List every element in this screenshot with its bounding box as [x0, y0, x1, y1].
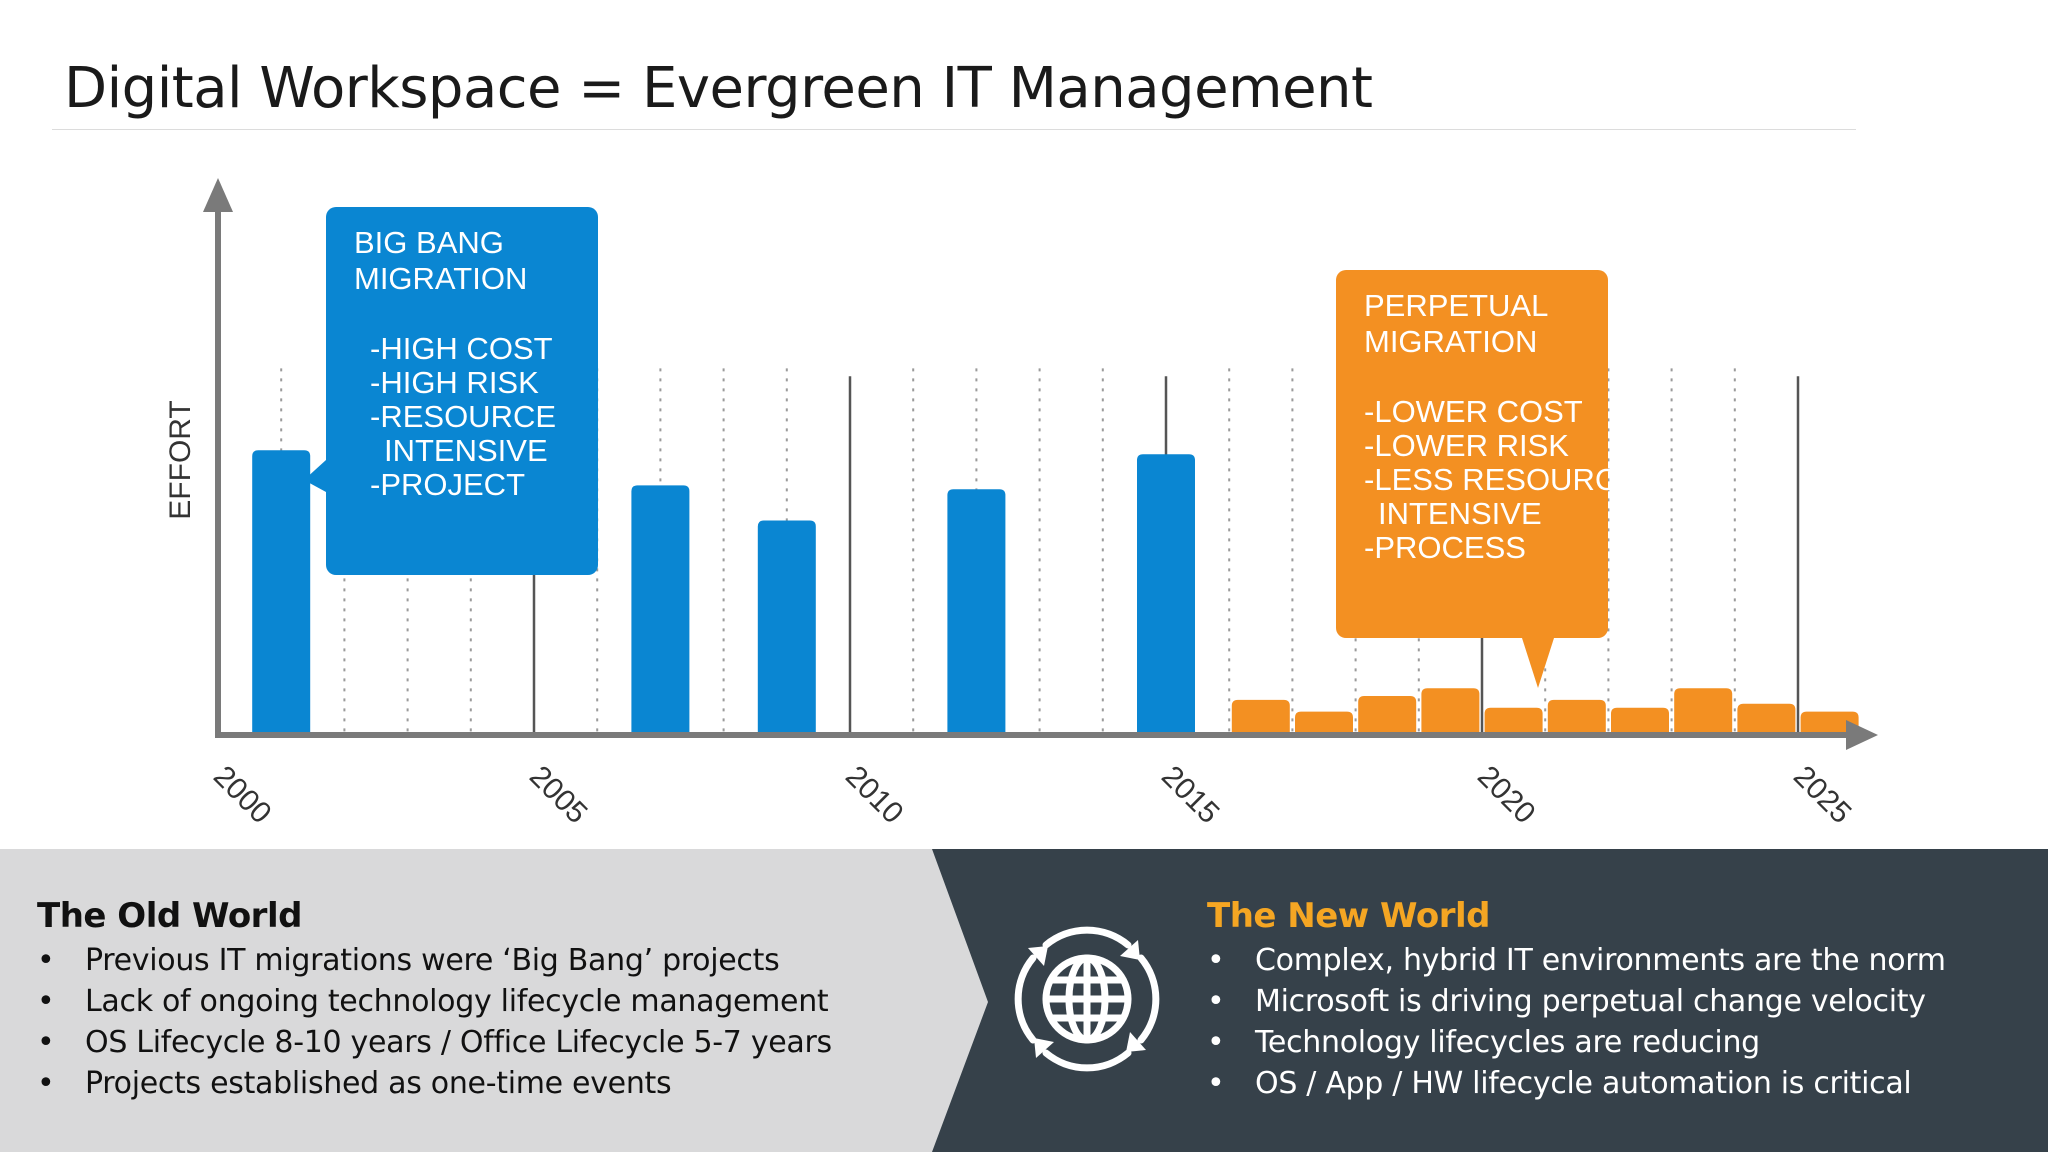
list-item-text: Projects established as one-time events: [85, 1066, 672, 1101]
list-item: • OS Lifecycle 8-10 years / Office Lifecy…: [37, 1022, 832, 1063]
callout-line: MIGRATION: [354, 261, 527, 296]
list-item-text: Lack of ongoing technology lifecycle man…: [85, 984, 829, 1019]
perpetual-callout: [1336, 270, 1608, 638]
old-world-list: • Previous IT migrations were ‘Big Bang’ …: [37, 940, 832, 1104]
callout-line: MIGRATION: [1364, 324, 1537, 359]
x-tick-label: 2025: [1787, 760, 1858, 831]
bullet-marker: •: [1207, 1066, 1225, 1101]
big-bang-bar: [252, 450, 311, 735]
list-item-text: Complex, hybrid IT environments are the …: [1255, 943, 1946, 978]
perpetual-bar: [1611, 707, 1669, 735]
big-bang-bar: [631, 485, 690, 735]
perpetual-bar: [1547, 699, 1606, 735]
bullet-marker: •: [1207, 943, 1225, 978]
x-tick-label: 2010: [839, 760, 910, 831]
x-axis-arrow: [1846, 720, 1878, 750]
y-axis-arrow: [203, 178, 233, 212]
old-world-heading: The Old World: [37, 896, 302, 936]
list-item-text: Microsoft is driving perpetual change ve…: [1255, 984, 1926, 1019]
globe-cycle-icon: [1014, 926, 1160, 1072]
perpetual-bar: [1231, 699, 1290, 735]
y-axis-title: EFFORT: [164, 400, 197, 519]
perpetual-bar: [1421, 688, 1480, 735]
new-world-heading: The New World: [1207, 896, 1490, 936]
x-tick-label: 2020: [1471, 760, 1542, 831]
callout-line: -LOWER COST: [1364, 394, 1583, 429]
list-item-text: OS Lifecycle 8-10 years / Office Lifecyc…: [85, 1025, 832, 1060]
old-world-content: The Old World • Previous IT migrations we…: [37, 896, 832, 1104]
list-item: • Previous IT migrations were ‘Big Bang’ …: [37, 940, 832, 981]
x-tick-label: 2000: [207, 760, 278, 831]
callout-pointer: [1522, 638, 1554, 688]
big-bang-bar: [1137, 454, 1195, 735]
list-item-text: Technology lifecycles are reducing: [1255, 1025, 1760, 1060]
perpetual-bar: [1295, 711, 1353, 735]
bullet-marker: •: [1207, 984, 1225, 1019]
title-divider: [52, 129, 1856, 130]
callout-line: -RESOURCE: [370, 399, 556, 434]
perpetual-bar: [1674, 688, 1733, 735]
list-item-text: OS / App / HW lifecycle automation is cr…: [1255, 1066, 1912, 1101]
big-bang-callout: [326, 207, 598, 575]
list-item: • Complex, hybrid IT environments are the…: [1207, 940, 1946, 981]
new-world-list: • Complex, hybrid IT environments are the…: [1207, 940, 1946, 1104]
bullet-marker: •: [1207, 1025, 1225, 1060]
callout-line: -PROJECT: [370, 467, 525, 502]
list-item: • Lack of ongoing technology lifecycle ma…: [37, 981, 832, 1022]
callout-line: -PROCESS: [1364, 530, 1526, 565]
bullet-marker: •: [37, 984, 55, 1019]
callout-line: BIG BANG: [354, 225, 504, 260]
bullet-marker: •: [37, 1025, 55, 1060]
perpetual-bar: [1484, 707, 1543, 735]
old-world-panel: [0, 849, 990, 1152]
callout-line: INTENSIVE: [384, 433, 548, 468]
perpetual-bar: [1358, 696, 1417, 735]
big-bang-bar: [947, 489, 1006, 735]
callout-line: -HIGH COST: [370, 331, 553, 366]
perpetual-bar: [1737, 703, 1796, 735]
perpetual-bar: [1800, 711, 1859, 735]
callout-pointer: [304, 460, 326, 492]
x-tick-label: 2005: [523, 760, 594, 831]
list-item: • Technology lifecycles are reducing: [1207, 1022, 1946, 1063]
list-item-text: Previous IT migrations were ‘Big Bang’ p…: [85, 943, 780, 978]
list-item: • OS / App / HW lifecycle automation is c…: [1207, 1063, 1946, 1104]
callout-line: INTENSIVE: [1378, 496, 1542, 531]
big-bang-bar: [757, 520, 816, 735]
x-tick-label: 2015: [1155, 760, 1226, 831]
callout-line: -HIGH RISK: [370, 365, 539, 400]
bullet-marker: •: [37, 943, 55, 978]
callout-line: -LESS RESOURCE: [1364, 462, 1638, 497]
callout-line: -LOWER RISK: [1364, 428, 1569, 463]
callout-line: PERPETUAL: [1364, 288, 1548, 323]
list-item: • Microsoft is driving perpetual change v…: [1207, 981, 1946, 1022]
new-world-content: The New World • Complex, hybrid IT enviro…: [1207, 896, 1946, 1104]
bullet-marker: •: [37, 1066, 55, 1101]
slide-title: Digital Workspace = Evergreen IT Managem…: [64, 56, 1373, 121]
list-item: • Projects established as one-time events: [37, 1063, 832, 1104]
